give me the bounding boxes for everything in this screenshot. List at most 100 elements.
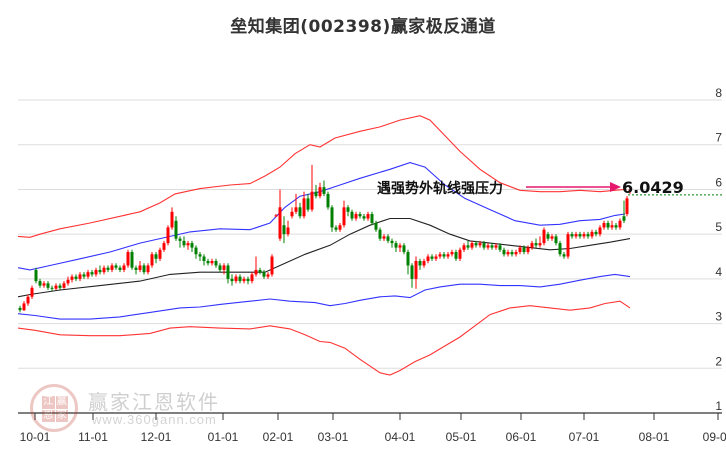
candle <box>314 184 318 199</box>
candle <box>598 225 602 237</box>
candle <box>542 227 546 246</box>
y-tick-label: 4 <box>715 265 722 279</box>
candle <box>510 249 514 257</box>
candle <box>134 265 138 275</box>
candle <box>358 211 362 219</box>
candle <box>350 209 354 221</box>
candle <box>590 229 594 239</box>
candle <box>438 252 442 259</box>
candle <box>502 247 506 257</box>
band-inner_lower <box>17 273 631 320</box>
candle <box>62 281 66 289</box>
candle <box>138 260 142 273</box>
candle <box>550 234 554 241</box>
candle <box>546 231 550 241</box>
candle <box>462 243 466 253</box>
candle <box>42 281 46 288</box>
band-inner_upper <box>17 162 626 271</box>
candle <box>22 301 26 312</box>
candle <box>382 234 386 241</box>
y-tick-label: 1 <box>715 399 722 413</box>
candle <box>494 243 498 250</box>
candle <box>278 189 282 241</box>
candle <box>442 252 446 259</box>
candle <box>90 269 94 277</box>
candlesticks <box>18 164 632 313</box>
candle <box>410 263 414 288</box>
candle <box>394 240 398 253</box>
candle <box>154 252 158 264</box>
x-tick-label: 05-01 <box>446 430 477 444</box>
candle <box>474 240 478 248</box>
candle <box>146 263 150 275</box>
candle <box>582 231 586 239</box>
x-axis-ticks: 10-01 11-01 12-01 01-01 02-01 03-01 04-01 05-01… <box>20 413 726 444</box>
candle <box>110 263 114 273</box>
candle <box>86 269 90 279</box>
candle <box>458 247 462 261</box>
x-tick-label: 03-01 <box>318 430 349 444</box>
candle <box>150 252 154 268</box>
candle <box>54 283 58 291</box>
candle <box>338 222 342 232</box>
candle <box>250 272 254 284</box>
candle <box>46 281 50 291</box>
candle <box>226 263 230 284</box>
candle <box>506 249 510 257</box>
candle <box>238 274 242 284</box>
candle <box>466 240 470 250</box>
y-tick-label: 6 <box>715 175 722 189</box>
candle <box>114 263 118 270</box>
candle <box>406 249 410 275</box>
candle <box>58 283 62 291</box>
band-outer_lower <box>17 300 631 376</box>
candle <box>622 200 626 223</box>
candle <box>30 285 34 299</box>
candle <box>322 180 326 197</box>
y-tick-label: 5 <box>715 220 722 234</box>
candle <box>434 254 438 261</box>
candle <box>102 265 106 275</box>
candle <box>194 245 198 259</box>
candle <box>106 265 110 273</box>
candle <box>386 234 390 244</box>
band-outer_upper <box>17 115 626 238</box>
candle <box>74 274 78 282</box>
candle <box>418 258 422 270</box>
candle <box>538 236 542 248</box>
candle <box>610 220 614 230</box>
candle <box>162 240 166 253</box>
x-tick-label: 10-01 <box>20 430 51 444</box>
candle <box>230 274 234 286</box>
candle <box>190 240 194 253</box>
candle <box>370 211 374 226</box>
candle <box>482 240 486 250</box>
candle <box>286 220 290 237</box>
candle <box>454 249 458 261</box>
candle <box>430 254 434 261</box>
candle <box>354 211 358 221</box>
candle <box>282 216 286 244</box>
candle <box>118 265 122 273</box>
candle <box>258 267 262 275</box>
candle <box>78 272 82 282</box>
candle <box>490 243 494 250</box>
x-tick-label: 12-01 <box>141 430 172 444</box>
candle <box>38 278 42 288</box>
candle <box>294 193 298 215</box>
candle <box>346 205 350 217</box>
candle <box>182 236 186 248</box>
candle <box>446 252 450 259</box>
candle <box>266 272 270 279</box>
candle <box>130 249 134 270</box>
candle <box>378 227 382 241</box>
candle <box>174 216 178 241</box>
candle <box>618 218 622 230</box>
resistance-annotation: 遇强势外轨线强压力 6.0429 <box>377 178 684 197</box>
candle <box>366 211 370 221</box>
candle <box>122 263 126 273</box>
candle <box>398 243 402 253</box>
candle <box>562 252 566 259</box>
candle <box>614 222 618 230</box>
